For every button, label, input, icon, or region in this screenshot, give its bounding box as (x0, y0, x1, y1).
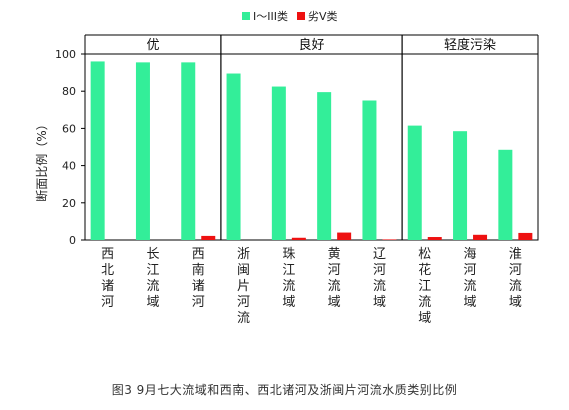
plot-frame (84, 34, 539, 241)
bar-grade-i-iii (498, 149, 513, 240)
legend-swatch (297, 12, 305, 20)
legend-label: 劣V类 (308, 9, 338, 23)
bar-grade-below-v (337, 232, 352, 240)
x-tick-label: 西北诸河 (101, 247, 114, 310)
group-headers: 优 良好 轻度污染 (146, 35, 496, 240)
bar-grade-below-v (382, 239, 397, 240)
legend-swatch (242, 12, 250, 20)
group-label: 优 (146, 38, 159, 53)
bar-grade-i-iii (271, 86, 286, 240)
bar-grade-i-iii (90, 61, 105, 240)
y-tick-label: 0 (69, 234, 76, 247)
bar-grade-i-iii (317, 92, 332, 240)
bar-grade-i-iii (226, 73, 241, 240)
y-tick-label: 100 (55, 48, 76, 61)
bar-grade-i-iii (135, 62, 150, 241)
bar-grade-below-v (473, 234, 488, 240)
bar-grade-below-v (518, 232, 533, 240)
bar-grade-i-iii (181, 62, 196, 241)
x-tick-label: 西南诸河 (192, 247, 205, 310)
legend: I～III类 劣V类 (242, 9, 338, 23)
x-tick-label: 长江流域 (146, 247, 159, 310)
bar-grade-i-iii (362, 100, 377, 240)
x-tick-label: 黄河流域 (328, 247, 341, 310)
y-axis-label: 断面比例（%） (34, 118, 49, 201)
plot-border (84, 53, 539, 241)
bar-grade-i-iii (407, 125, 422, 240)
figure-caption: 图3 9月七大流域和西南、西北诸河及浙闽片河流水质类别比例 (111, 383, 458, 397)
y-tick-label: 40 (62, 160, 76, 173)
x-tick-label: 海河流域 (464, 247, 477, 310)
bars (90, 61, 533, 241)
bar-chart: I～III类 劣V类 020406080100 优良好 轻度污染 西北诸河长江流域西… (34, 9, 539, 326)
bar-grade-i-iii (453, 131, 468, 240)
group-label: 轻度污染 (444, 37, 496, 53)
x-tick-label: 淮河流域 (509, 247, 522, 310)
bar-grade-below-v (427, 237, 442, 240)
x-axis: 西北诸河 长江流域 西南诸河 浙闽片河流 珠江流域 黄河流域 辽河流域 松花江流域 海河流域 淮河… (101, 247, 522, 326)
y-tick-label: 60 (62, 122, 76, 135)
bar-grade-below-v (291, 237, 306, 240)
x-tick-label: 珠江流域 (282, 247, 295, 310)
group-label: 良好 (298, 37, 324, 53)
x-tick-label: 松花江流域 (418, 247, 431, 326)
y-tick-label: 80 (62, 85, 76, 98)
x-tick-label: 浙闽片河流 (237, 247, 250, 326)
y-axis: 0 20 40 60 80 100 (55, 48, 85, 247)
x-tick-label: 辽河流域 (373, 247, 386, 310)
y-tick-label: 20 (62, 197, 76, 210)
legend-label: I～III类 (253, 9, 288, 23)
bar-grade-below-v (201, 235, 216, 240)
